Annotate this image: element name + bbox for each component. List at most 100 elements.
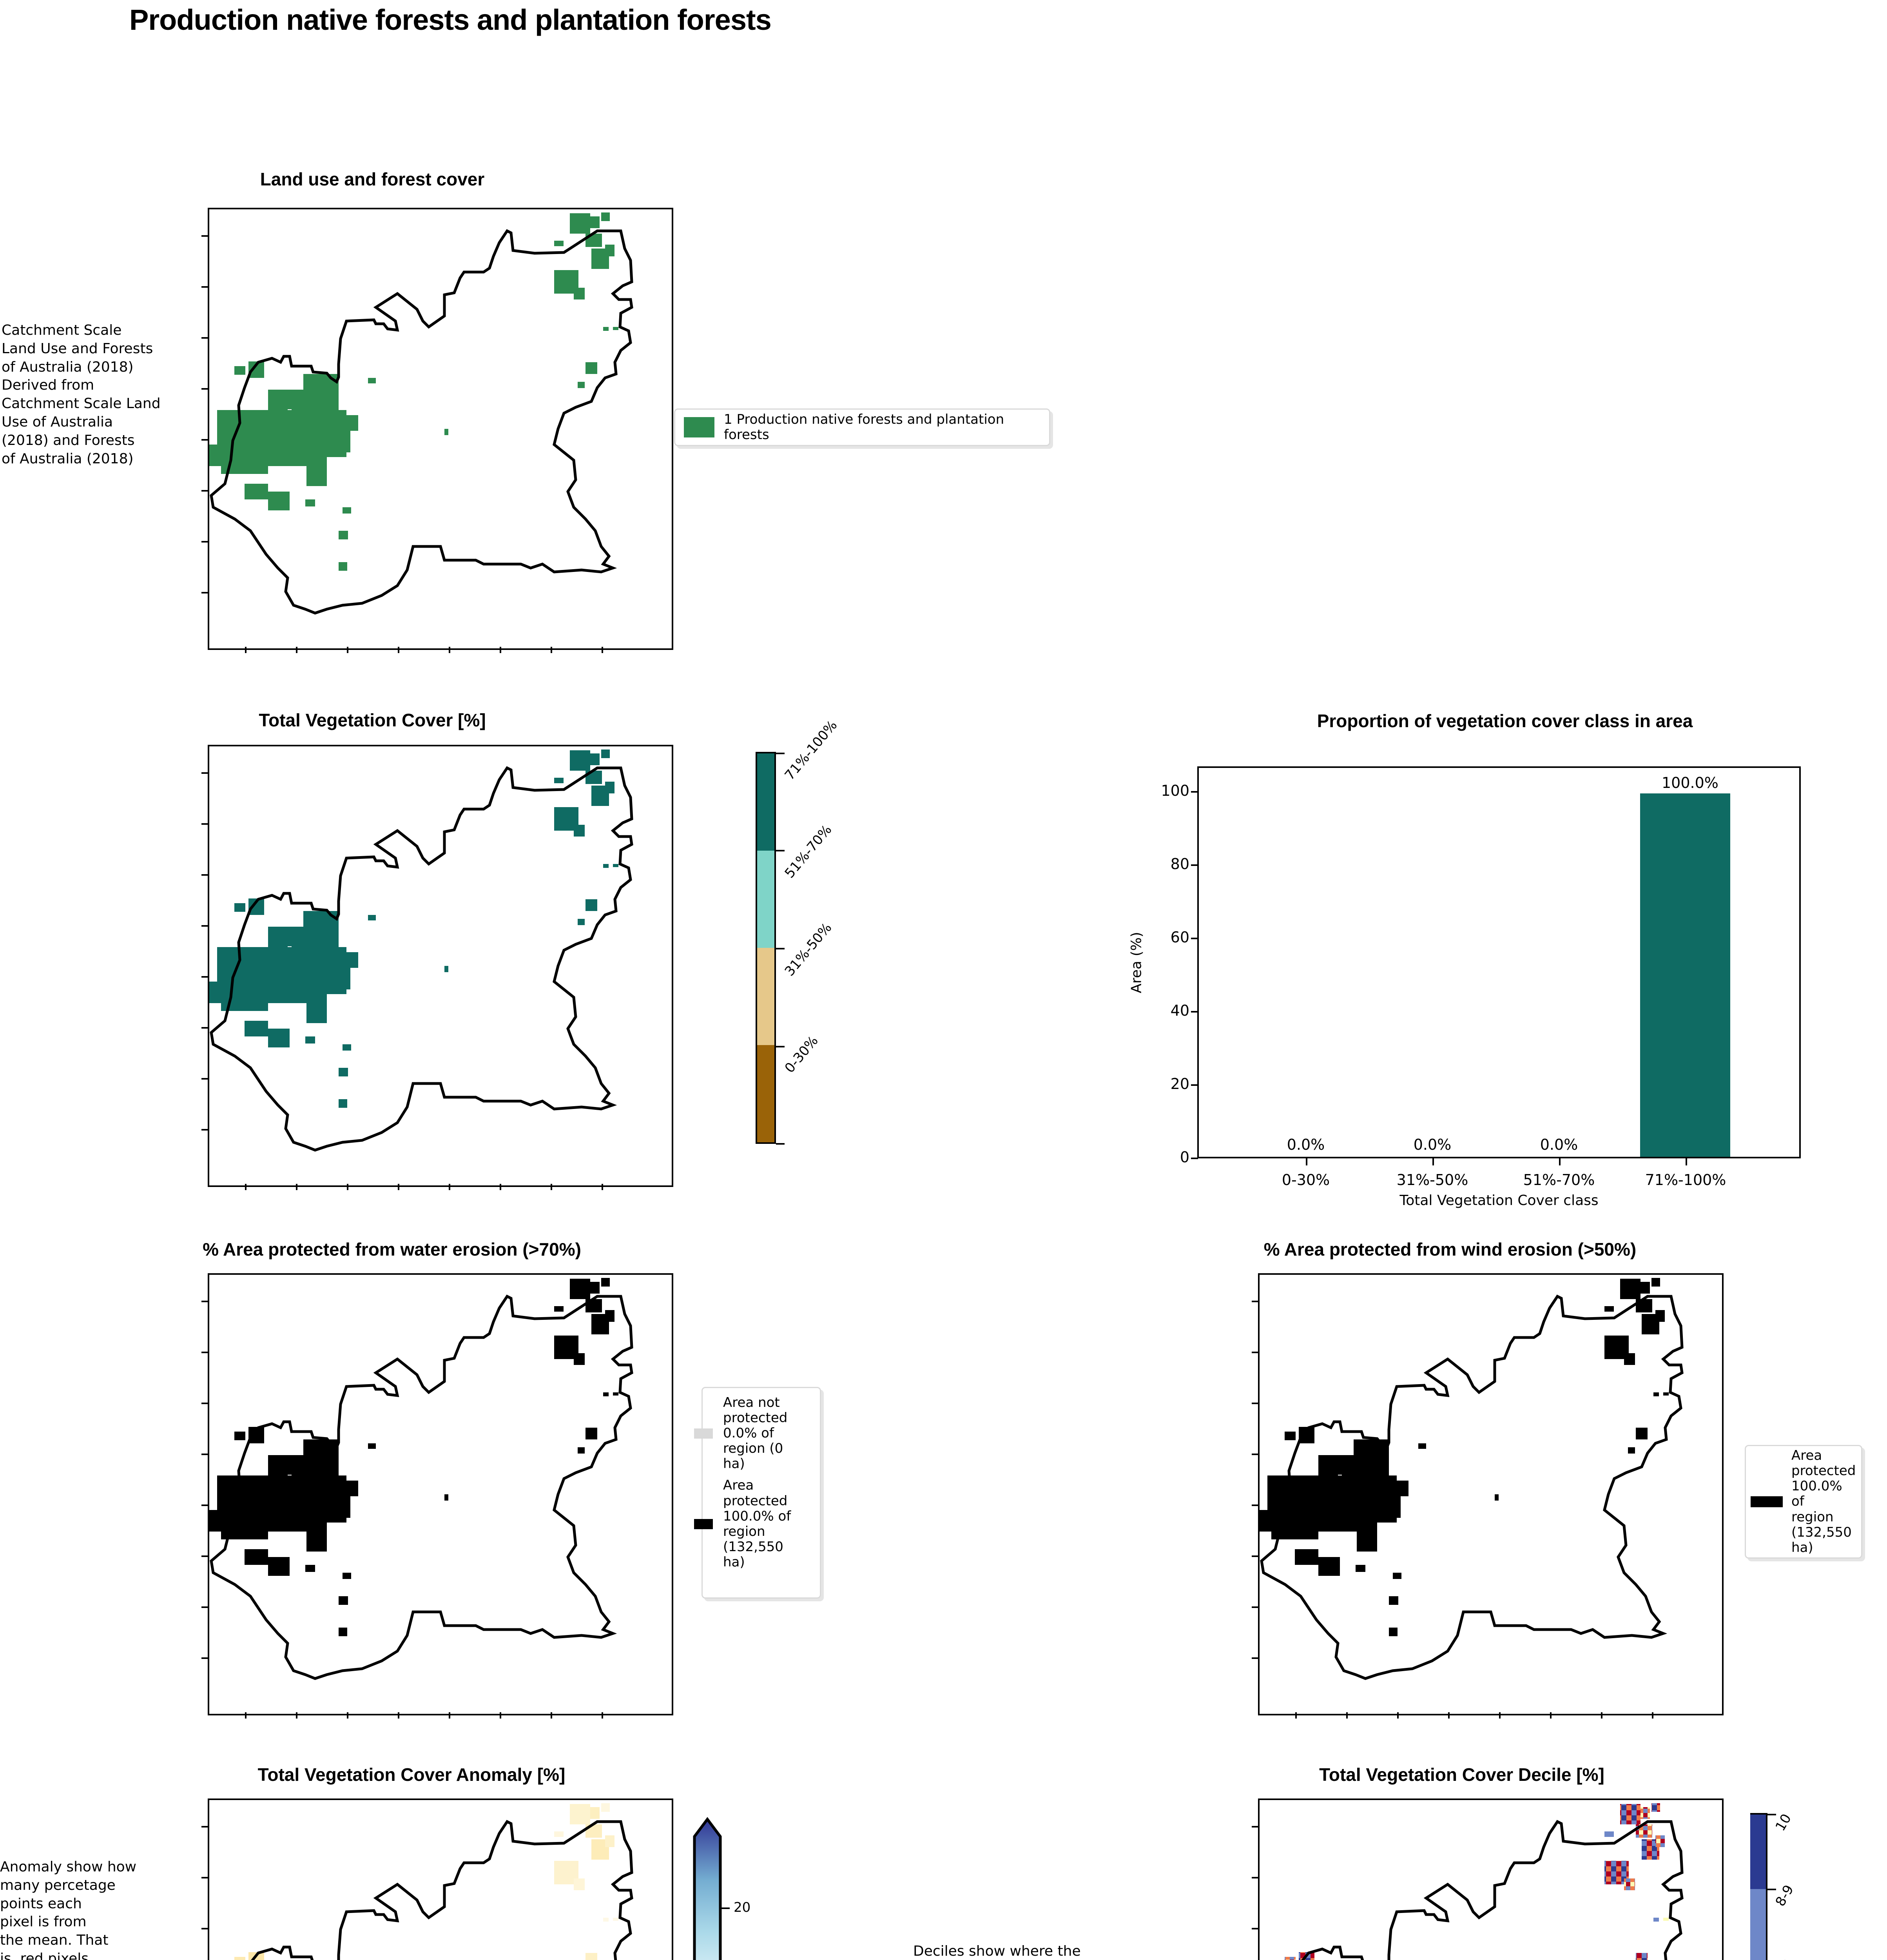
chart-xtick-31-50: 31%-50% bbox=[1396, 1171, 1468, 1189]
decile-colorbar-segment-10 bbox=[1750, 1815, 1766, 1889]
chart-xtick-mark bbox=[1686, 1158, 1687, 1165]
decile-colorbar-tick bbox=[1767, 1814, 1776, 1815]
wind-erosion-map-tick bbox=[1295, 1712, 1297, 1719]
water-erosion-legend-label-protected: Area protected 100.0% of region (132,550… bbox=[723, 1477, 791, 1570]
page-title: Production native forests and plantation… bbox=[129, 4, 772, 36]
decile-map-tick bbox=[1252, 1826, 1258, 1828]
wind-erosion-map-tick bbox=[1397, 1712, 1399, 1719]
veg-colorbar-tick bbox=[776, 948, 785, 949]
decile-colorbar bbox=[1750, 1813, 1767, 1960]
veg-map-tick bbox=[201, 925, 208, 927]
chart-yaxis-title: Area (%) bbox=[1128, 932, 1145, 993]
land-use-map-tick bbox=[201, 337, 208, 339]
water-erosion-map-tick bbox=[201, 1555, 208, 1557]
land-use-legend-label: 1 Production native forests and plantati… bbox=[724, 411, 1004, 443]
chart-ytick-mark bbox=[1191, 864, 1198, 866]
total-veg-cover-panel-title: Total Vegetation Cover [%] bbox=[259, 710, 486, 730]
veg-colorbar-tick bbox=[776, 850, 785, 851]
wind-erosion-map-tick bbox=[1252, 1403, 1258, 1404]
chart-xtick-71-100: 71%-100% bbox=[1645, 1171, 1726, 1189]
water-erosion-map-tick bbox=[296, 1712, 297, 1719]
colorbar-segment-31-50 bbox=[757, 948, 774, 1045]
veg-map-tick bbox=[449, 1184, 450, 1190]
protected-area-pixels bbox=[1260, 1278, 1669, 1636]
chart-ytick-mark bbox=[1191, 791, 1198, 793]
wind-erosion-map-tick bbox=[1550, 1712, 1552, 1719]
veg-map-tick bbox=[201, 1027, 208, 1029]
land-use-map-tick bbox=[602, 647, 603, 653]
wind-erosion-map-tick bbox=[1252, 1555, 1258, 1557]
chart-ytick-mark bbox=[1191, 1158, 1198, 1159]
catchment-boundary bbox=[1260, 1294, 1684, 1680]
wind-erosion-map-svg bbox=[1260, 1278, 1684, 1680]
chart-ytick-60: 60 bbox=[1170, 929, 1189, 946]
water-erosion-map-tick bbox=[449, 1712, 450, 1719]
wind-erosion-legend: Area protected 100.0% of region (132,550… bbox=[1745, 1445, 1862, 1559]
colorbar-segment-71-100 bbox=[757, 753, 774, 851]
anomaly-pixels bbox=[234, 1803, 618, 1960]
veg-colorbar-tick bbox=[776, 1143, 785, 1145]
chart-ytick-80: 80 bbox=[1170, 855, 1189, 873]
land-use-map-tick bbox=[296, 647, 297, 653]
veg-colorbar-label-51-70: 51%-70% bbox=[781, 822, 835, 881]
chart-ytick-0: 0 bbox=[1180, 1149, 1189, 1166]
land-use-map-tick bbox=[201, 388, 208, 390]
land-use-map-tick bbox=[201, 592, 208, 593]
chart-ytick-mark bbox=[1191, 938, 1198, 939]
veg-colorbar-label-0-30: 0-30% bbox=[781, 1033, 821, 1076]
wind-erosion-map-tick bbox=[1448, 1712, 1450, 1719]
veg-colorbar-tick bbox=[776, 753, 785, 754]
decile-colorbar-tick bbox=[1767, 1889, 1776, 1890]
bar-71-100 bbox=[1640, 793, 1730, 1157]
land-use-map bbox=[208, 208, 673, 650]
water-erosion-map-tick bbox=[201, 1301, 208, 1302]
veg-colorbar-label-31-50: 31%-50% bbox=[781, 920, 835, 979]
water-erosion-map-tick bbox=[201, 1454, 208, 1455]
land-use-map-tick bbox=[245, 647, 247, 653]
wind-erosion-map-tick bbox=[1252, 1352, 1258, 1353]
land-use-legend-swatch bbox=[684, 417, 714, 437]
land-use-legend: 1 Production native forests and plantati… bbox=[674, 408, 1050, 446]
wind-erosion-map-tick bbox=[1652, 1712, 1653, 1719]
catchment-boundary bbox=[251, 1820, 633, 1960]
chart-xtick-mark bbox=[1432, 1158, 1434, 1165]
wind-erosion-map-tick bbox=[1252, 1657, 1258, 1659]
anomaly-colorbar-tick bbox=[720, 1907, 730, 1909]
water-erosion-map-tick bbox=[500, 1712, 501, 1719]
land-use-map-svg bbox=[209, 212, 633, 615]
chart-xtick-mark bbox=[1559, 1158, 1561, 1165]
proportion-chart-title: Proportion of vegetation cover class in … bbox=[1317, 711, 1693, 731]
veg-map-tick bbox=[602, 1184, 603, 1190]
anomaly-map-svg bbox=[234, 1803, 633, 1960]
land-use-map-tick bbox=[201, 286, 208, 288]
water-erosion-map-tick bbox=[201, 1657, 208, 1659]
catchment-boundary bbox=[210, 1294, 633, 1680]
water-erosion-map-tick bbox=[398, 1712, 399, 1719]
anomaly-colorbar-svg bbox=[693, 1817, 722, 1960]
veg-map-tick bbox=[201, 976, 208, 978]
total-veg-cover-map bbox=[208, 745, 673, 1187]
decile-pixels bbox=[1285, 1803, 1669, 1960]
wind-erosion-map-tick bbox=[1601, 1712, 1602, 1719]
land-use-map-tick bbox=[201, 235, 208, 237]
land-use-map-tick bbox=[201, 541, 208, 543]
bar-value-71-100: 100.0% bbox=[1662, 774, 1718, 791]
land-use-map-tick bbox=[500, 647, 501, 653]
veg-map-tick bbox=[201, 874, 208, 876]
anomaly-map bbox=[208, 1798, 673, 1960]
chart-xaxis-title: Total Vegetation Cover class bbox=[1399, 1192, 1599, 1209]
veg-map-tick bbox=[347, 1184, 348, 1190]
catchment-boundary bbox=[210, 766, 633, 1152]
water-erosion-map-svg bbox=[209, 1278, 633, 1680]
veg-map-tick bbox=[201, 772, 208, 774]
veg-colorbar-label-71-100: 71%-100% bbox=[781, 717, 841, 783]
wind-erosion-legend-swatch-protected bbox=[1751, 1496, 1783, 1507]
water-erosion-map-tick bbox=[602, 1712, 603, 1719]
land-use-map-tick bbox=[201, 490, 208, 492]
anomaly-side-note: Anomaly show how many percetage points e… bbox=[0, 1859, 137, 1960]
chart-ytick-mark bbox=[1191, 1084, 1198, 1086]
proportion-chart-plot-area bbox=[1197, 766, 1801, 1158]
bar-value-51-70: 0.0% bbox=[1540, 1136, 1578, 1153]
veg-cover-pixels bbox=[209, 750, 618, 1108]
land-use-map-tick bbox=[201, 439, 208, 441]
